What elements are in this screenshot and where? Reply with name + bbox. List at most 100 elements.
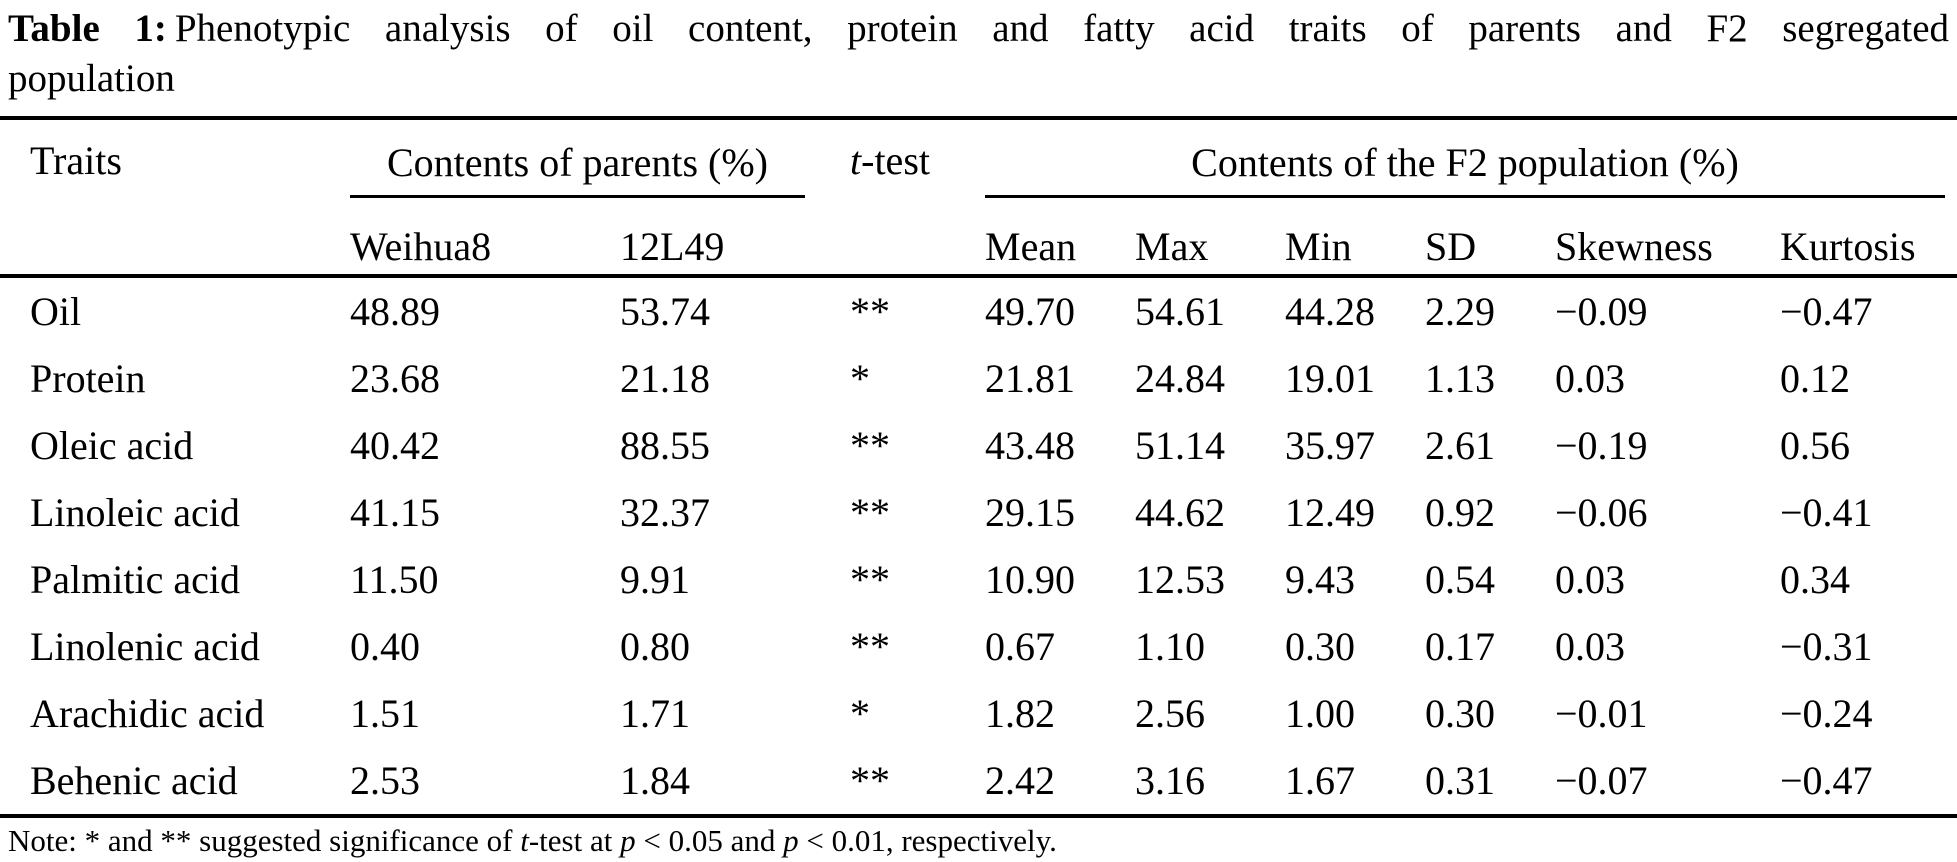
cell-max: 51.14 bbox=[1135, 423, 1225, 468]
cell-skewness: 0.03 bbox=[1555, 356, 1625, 401]
cell-kurtosis: 0.12 bbox=[1780, 356, 1850, 401]
cell-skewness: −0.09 bbox=[1555, 289, 1648, 334]
cell-min: 9.43 bbox=[1285, 557, 1355, 602]
cell-min: 12.49 bbox=[1285, 490, 1375, 535]
table-row: Linoleic acid 41.15 32.37 ** 29.15 44.62 12.49… bbox=[0, 479, 1957, 546]
header-body-rule bbox=[0, 274, 1957, 278]
cell-kurtosis: 0.56 bbox=[1780, 423, 1850, 468]
cell-min: 44.28 bbox=[1285, 289, 1375, 334]
table-row: Protein 23.68 21.18 * 21.81 24.84 19.01 1.13 0.0… bbox=[0, 345, 1957, 412]
note-mid1: -test at bbox=[528, 823, 621, 858]
cell-mean: 29.15 bbox=[985, 490, 1075, 535]
col-header-min: Min bbox=[1285, 224, 1352, 269]
cell-weihua8: 40.42 bbox=[350, 423, 440, 468]
col-header-max: Max bbox=[1135, 224, 1209, 269]
cell-trait: Linolenic acid bbox=[30, 624, 260, 669]
cell-max: 1.10 bbox=[1135, 624, 1205, 669]
table-row: Linolenic acid 0.40 0.80 ** 0.67 1.10 0.30 0.17… bbox=[0, 613, 1957, 680]
table-row: Oleic acid 40.42 88.55 ** 43.48 51.14 35.97 2.6… bbox=[0, 412, 1957, 479]
cell-trait: Oil bbox=[30, 289, 82, 334]
cell-t-test: ** bbox=[850, 624, 890, 669]
col-group-f2: Contents of the F2 population (%) bbox=[985, 139, 1957, 198]
col-header-weihua8: Weihua8 bbox=[350, 224, 492, 269]
cell-trait: Palmitic acid bbox=[30, 557, 240, 602]
cell-min: 1.67 bbox=[1285, 758, 1355, 803]
cell-trait: Protein bbox=[30, 356, 146, 401]
cell-trait: Behenic acid bbox=[30, 758, 238, 803]
cell-mean: 21.81 bbox=[985, 356, 1075, 401]
cell-sd: 0.30 bbox=[1425, 691, 1495, 736]
cell-min: 35.97 bbox=[1285, 423, 1375, 468]
cell-skewness: 0.03 bbox=[1555, 624, 1625, 669]
table-header-group-row: Traits Contents of parents (%) t-test Co… bbox=[0, 120, 1957, 198]
cell-mean: 49.70 bbox=[985, 289, 1075, 334]
cell-parent-12l49: 32.37 bbox=[620, 490, 710, 535]
cell-sd: 0.92 bbox=[1425, 490, 1495, 535]
table-caption-label: Table 1: bbox=[8, 7, 167, 50]
note-italic-p1: p bbox=[620, 823, 636, 858]
note-italic-t: t bbox=[520, 823, 529, 858]
cell-mean: 2.42 bbox=[985, 758, 1055, 803]
cell-sd: 0.17 bbox=[1425, 624, 1495, 669]
table-caption-line1: Table 1: Phenotypic analysis of oil conte… bbox=[8, 4, 1949, 54]
cell-weihua8: 2.53 bbox=[350, 758, 420, 803]
cell-min: 1.00 bbox=[1285, 691, 1355, 736]
cell-parent-12l49: 9.91 bbox=[620, 557, 690, 602]
cell-sd: 0.31 bbox=[1425, 758, 1495, 803]
t-test-italic-t: t bbox=[850, 138, 862, 183]
cell-max: 54.61 bbox=[1135, 289, 1225, 334]
top-rule bbox=[0, 116, 1957, 120]
cell-min: 19.01 bbox=[1285, 356, 1375, 401]
cell-sd: 2.29 bbox=[1425, 289, 1495, 334]
cell-max: 44.62 bbox=[1135, 490, 1225, 535]
cell-t-test: ** bbox=[850, 557, 890, 602]
cell-t-test: ** bbox=[850, 423, 890, 468]
cell-sd: 1.13 bbox=[1425, 356, 1495, 401]
col-header-12l49: 12L49 bbox=[620, 224, 725, 269]
table-caption-line2: population bbox=[8, 57, 175, 100]
cell-t-test: * bbox=[850, 691, 870, 736]
cell-skewness: −0.07 bbox=[1555, 758, 1648, 803]
cell-max: 3.16 bbox=[1135, 758, 1205, 803]
cell-parent-12l49: 1.71 bbox=[620, 691, 690, 736]
cell-trait: Arachidic acid bbox=[30, 691, 265, 736]
cell-weihua8: 1.51 bbox=[350, 691, 420, 736]
col-header-mean: Mean bbox=[985, 224, 1077, 269]
t-test-rest: -test bbox=[861, 138, 930, 183]
col-header-sd: SD bbox=[1425, 224, 1477, 269]
col-header-skewness: Skewness bbox=[1555, 224, 1713, 269]
cell-mean: 10.90 bbox=[985, 557, 1075, 602]
cell-skewness: −0.01 bbox=[1555, 691, 1648, 736]
table-header-sub-row: Weihua8 12L49 Mean Max Min SD Skewness K… bbox=[0, 198, 1957, 274]
cell-weihua8: 48.89 bbox=[350, 289, 440, 334]
cell-skewness: −0.06 bbox=[1555, 490, 1648, 535]
col-header-traits: Traits bbox=[30, 138, 122, 183]
cell-t-test: ** bbox=[850, 289, 890, 334]
note-suffix: < 0.01, respectively. bbox=[798, 823, 1057, 858]
cell-t-test: ** bbox=[850, 490, 890, 535]
cell-sd: 2.61 bbox=[1425, 423, 1495, 468]
table-caption-text: Phenotypic analysis of oil content, prot… bbox=[174, 7, 1949, 50]
cell-mean: 0.67 bbox=[985, 624, 1055, 669]
table-caption: Table 1: Phenotypic analysis of oil conte… bbox=[0, 0, 1957, 104]
col-group-parents-label: Contents of parents (%) bbox=[350, 139, 805, 198]
cell-skewness: −0.19 bbox=[1555, 423, 1648, 468]
col-header-kurtosis: Kurtosis bbox=[1780, 224, 1916, 269]
table-row: Oil 48.89 53.74 ** 49.70 54.61 44.28 2.29 −0.09 −… bbox=[0, 278, 1957, 345]
cell-sd: 0.54 bbox=[1425, 557, 1495, 602]
col-group-f2-label: Contents of the F2 population (%) bbox=[985, 139, 1945, 198]
table-note: Note: * and ** suggested significance of… bbox=[0, 818, 1957, 860]
note-mid2: < 0.05 and bbox=[635, 823, 784, 858]
cell-trait: Oleic acid bbox=[30, 423, 194, 468]
note-prefix: Note: * and ** suggested significance of bbox=[8, 823, 521, 858]
col-group-parents: Contents of parents (%) bbox=[350, 139, 850, 198]
cell-parent-12l49: 0.80 bbox=[620, 624, 690, 669]
table-row: Behenic acid 2.53 1.84 ** 2.42 3.16 1.67 0.31 −0… bbox=[0, 747, 1957, 814]
note-italic-p2: p bbox=[783, 823, 799, 858]
table-row: Palmitic acid 11.50 9.91 ** 10.90 12.53 9.43 0.… bbox=[0, 546, 1957, 613]
table-row: Arachidic acid 1.51 1.71 * 1.82 2.56 1.00 0.30 −… bbox=[0, 680, 1957, 747]
cell-parent-12l49: 1.84 bbox=[620, 758, 690, 803]
bottom-rule bbox=[0, 814, 1957, 818]
cell-kurtosis: −0.31 bbox=[1780, 624, 1873, 669]
